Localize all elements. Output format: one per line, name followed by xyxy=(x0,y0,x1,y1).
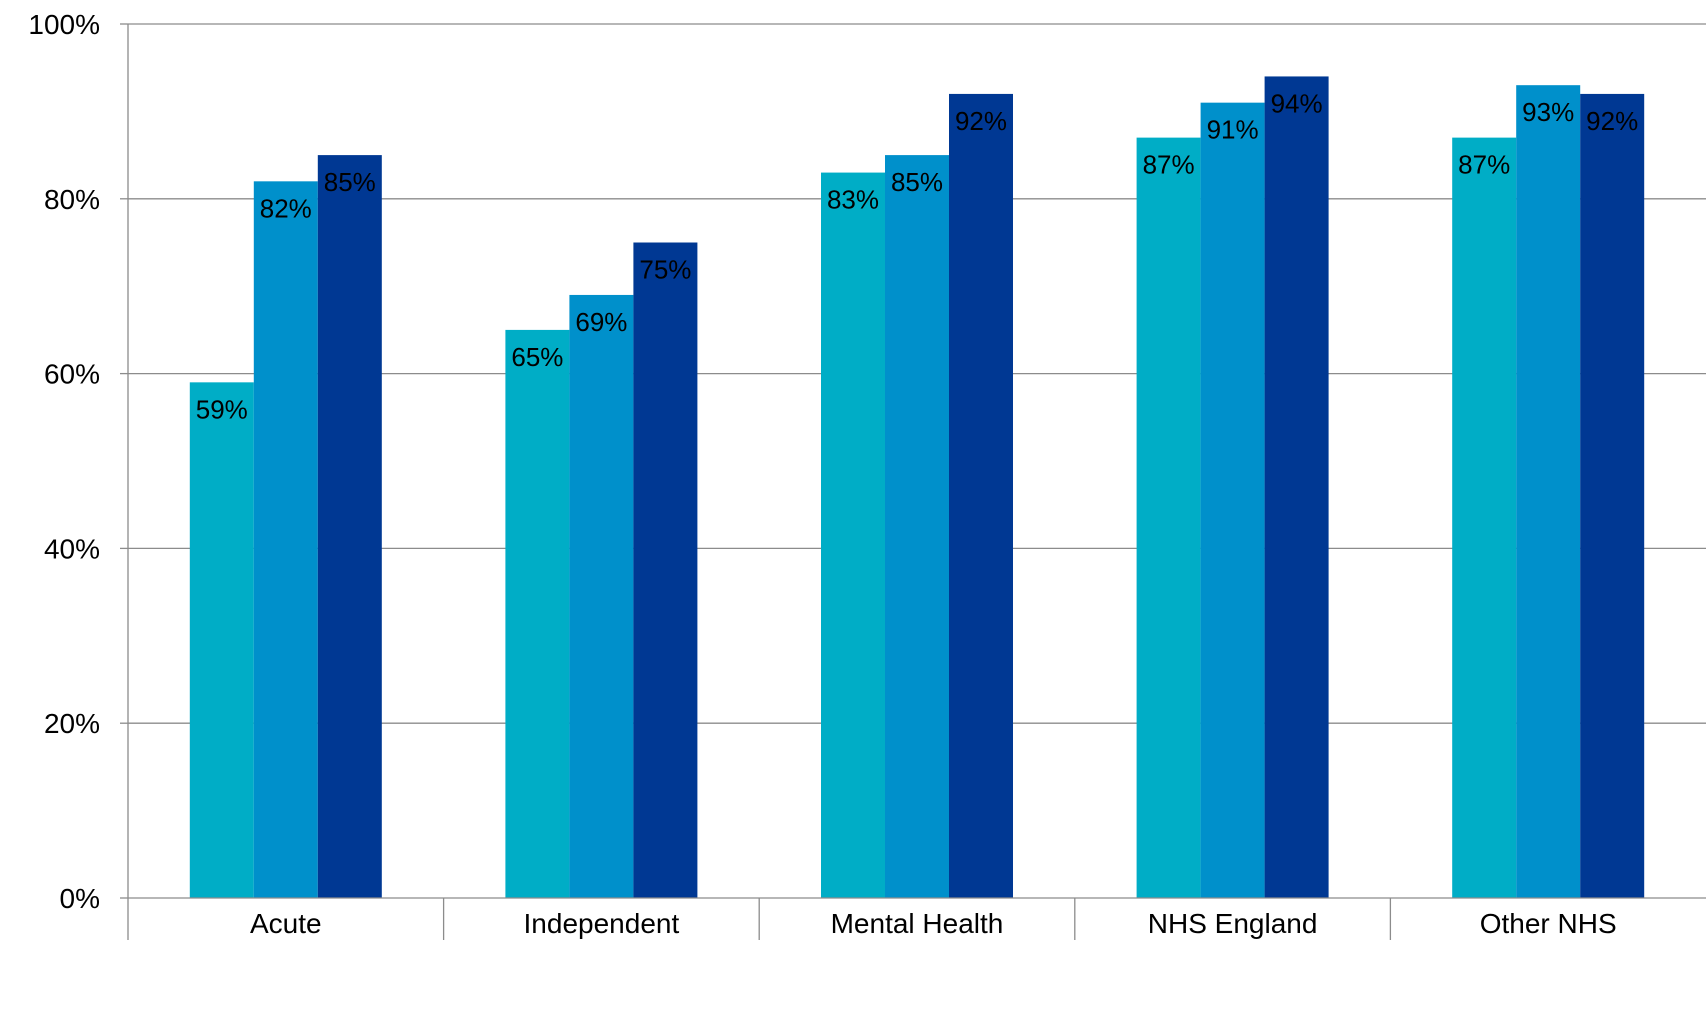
bar-value-label: 85% xyxy=(324,167,376,197)
bar xyxy=(1200,102,1265,898)
bar-value-label: 93% xyxy=(1522,97,1574,127)
bar xyxy=(569,294,634,898)
x-tick-label: Mental Health xyxy=(831,908,1004,939)
bar-value-label: 82% xyxy=(260,193,312,223)
bar xyxy=(1580,93,1645,899)
y-tick-label: 40% xyxy=(44,533,100,564)
bar xyxy=(885,155,949,899)
y-tick-label: 80% xyxy=(44,184,100,215)
bar-value-label: 65% xyxy=(511,342,563,372)
axes: 0% 20% 40% 60% 80% 100% Acute Independent Mental… xyxy=(28,9,1706,940)
y-tick-label: 20% xyxy=(44,708,100,739)
bar-value-label: 83% xyxy=(827,185,879,215)
data-labels: 59% 82% 85% 65% 69% 75% 83% 85% 92% 87% 91% 94% 87% 9… xyxy=(196,88,1638,424)
bar-value-label: 94% xyxy=(1271,88,1323,118)
bar xyxy=(1516,85,1581,899)
bars xyxy=(189,76,1645,899)
bar xyxy=(317,155,382,899)
bar xyxy=(505,329,570,898)
bar xyxy=(253,181,318,898)
bar xyxy=(949,93,1013,899)
bar-value-label: 87% xyxy=(1458,150,1510,180)
bar xyxy=(821,172,885,898)
x-tick-label: Other NHS xyxy=(1480,908,1617,939)
bar xyxy=(1136,137,1201,898)
y-tick-label: 0% xyxy=(60,883,100,914)
x-tick-label: Independent xyxy=(524,908,680,939)
bar-value-label: 92% xyxy=(955,106,1007,136)
bar xyxy=(633,242,698,898)
bar xyxy=(1264,76,1329,898)
bar xyxy=(1452,137,1517,898)
x-tick-label: Acute xyxy=(250,908,322,939)
bar xyxy=(189,382,254,899)
y-tick-label: 100% xyxy=(28,9,100,40)
bar-value-label: 87% xyxy=(1143,150,1195,180)
bar-value-label: 85% xyxy=(891,167,943,197)
bar-value-label: 75% xyxy=(639,255,691,285)
y-tick-label: 60% xyxy=(44,359,100,390)
bar-value-label: 91% xyxy=(1207,115,1259,145)
bar-value-label: 92% xyxy=(1586,106,1638,136)
x-tick-label: NHS England xyxy=(1148,908,1318,939)
bar-value-label: 59% xyxy=(196,394,248,424)
bar-value-label: 69% xyxy=(575,307,627,337)
